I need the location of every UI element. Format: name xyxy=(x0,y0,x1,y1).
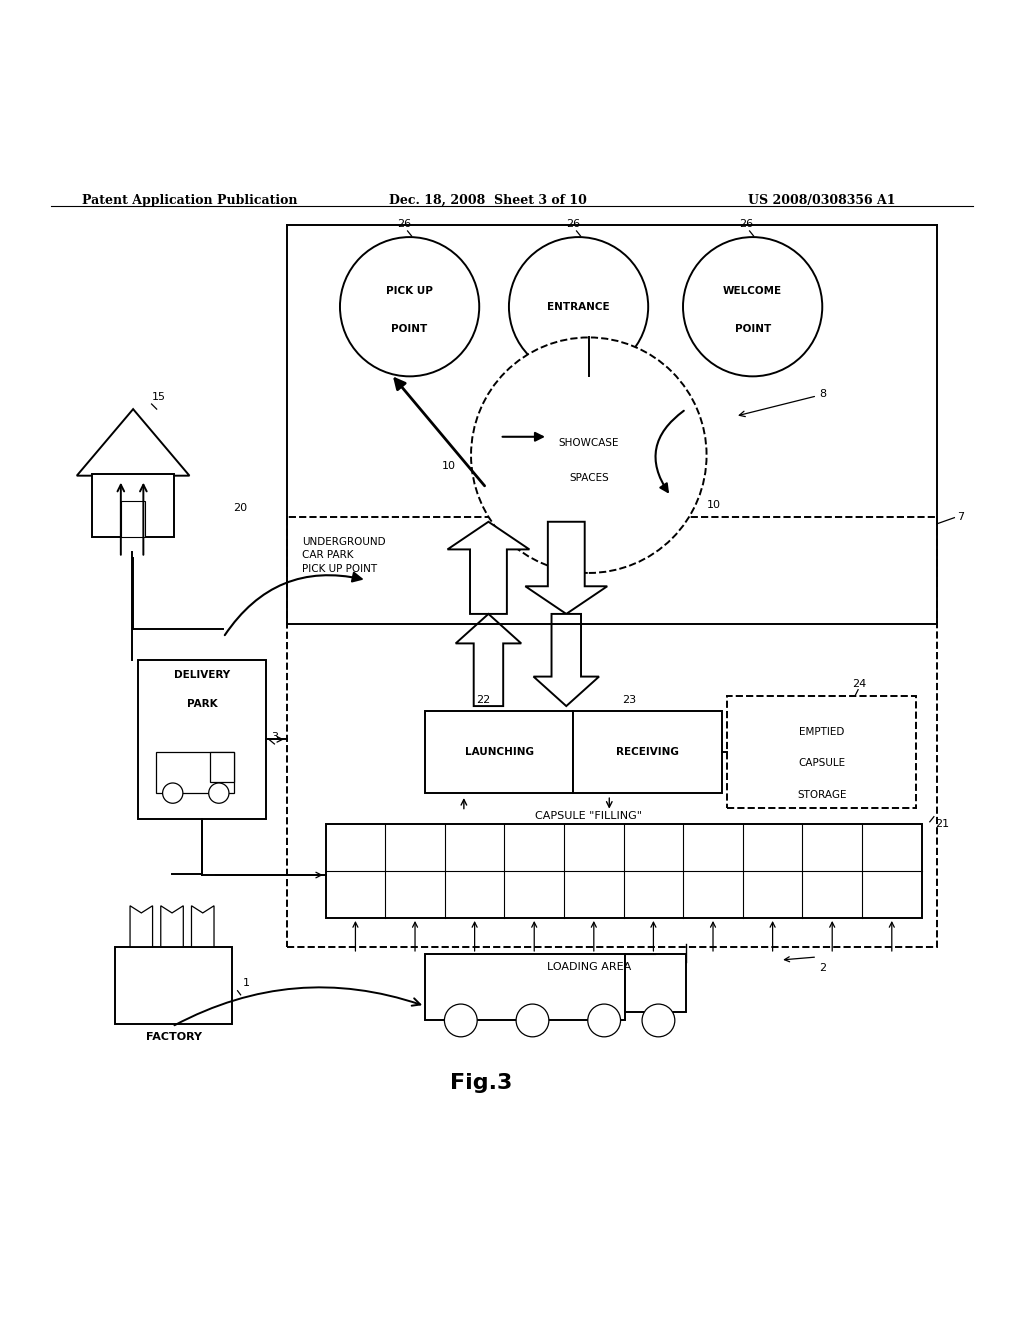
Text: 22: 22 xyxy=(476,696,490,705)
Polygon shape xyxy=(161,906,183,946)
Text: US 2008/0308356 A1: US 2008/0308356 A1 xyxy=(748,194,895,207)
Text: 8: 8 xyxy=(819,389,826,399)
Bar xyxy=(157,751,234,793)
Bar xyxy=(727,696,916,808)
Bar xyxy=(573,711,722,793)
Text: RECEIVING: RECEIVING xyxy=(616,747,679,758)
Circle shape xyxy=(340,238,479,376)
Circle shape xyxy=(163,783,183,804)
Text: 3: 3 xyxy=(271,731,279,742)
Bar xyxy=(287,516,937,946)
Text: 10: 10 xyxy=(707,500,721,511)
Text: Dec. 18, 2008  Sheet 3 of 10: Dec. 18, 2008 Sheet 3 of 10 xyxy=(389,194,587,207)
Text: STORAGE: STORAGE xyxy=(797,789,847,800)
Text: 10: 10 xyxy=(441,462,456,471)
Text: POINT: POINT xyxy=(734,325,771,334)
Text: EMPTIED: EMPTIED xyxy=(799,727,845,737)
Bar xyxy=(121,502,145,537)
Polygon shape xyxy=(534,614,599,706)
Text: LOADING AREA: LOADING AREA xyxy=(547,962,631,972)
Circle shape xyxy=(642,1005,675,1036)
Circle shape xyxy=(509,238,648,376)
Circle shape xyxy=(683,238,822,376)
Text: POINT: POINT xyxy=(391,325,428,334)
Text: 26: 26 xyxy=(739,219,754,228)
Polygon shape xyxy=(456,614,521,706)
Text: 24: 24 xyxy=(852,678,866,689)
Text: 23: 23 xyxy=(622,696,636,705)
Polygon shape xyxy=(130,906,153,946)
Text: 20: 20 xyxy=(233,503,248,513)
Circle shape xyxy=(209,783,229,804)
Text: 26: 26 xyxy=(566,219,581,228)
Text: FACTORY: FACTORY xyxy=(146,1032,202,1041)
Text: DELIVERY: DELIVERY xyxy=(174,671,230,680)
Text: 15: 15 xyxy=(152,392,166,403)
Bar xyxy=(92,474,174,537)
Text: SHOWCASE: SHOWCASE xyxy=(558,438,620,447)
Text: 2: 2 xyxy=(819,964,826,973)
Text: CAPSULE "FILLING": CAPSULE "FILLING" xyxy=(536,810,642,821)
Text: Fig.3: Fig.3 xyxy=(451,1073,512,1093)
Text: UNDERGROUND
CAR PARK
PICK UP POINT: UNDERGROUND CAR PARK PICK UP POINT xyxy=(302,537,386,573)
Circle shape xyxy=(444,1005,477,1036)
Bar xyxy=(138,660,266,818)
Text: ENTRANCE: ENTRANCE xyxy=(547,302,610,312)
Text: SPACES: SPACES xyxy=(569,473,608,483)
Circle shape xyxy=(471,338,707,573)
Polygon shape xyxy=(77,409,189,475)
Text: 7: 7 xyxy=(957,512,965,521)
Text: WELCOME: WELCOME xyxy=(723,286,782,297)
Bar xyxy=(326,824,922,917)
Circle shape xyxy=(516,1005,549,1036)
Bar xyxy=(625,954,686,1012)
Circle shape xyxy=(588,1005,621,1036)
Text: PARK: PARK xyxy=(187,698,217,709)
Polygon shape xyxy=(525,521,607,614)
Text: Patent Application Publication: Patent Application Publication xyxy=(82,194,297,207)
Polygon shape xyxy=(447,521,529,614)
Bar xyxy=(425,954,625,1020)
Bar xyxy=(425,711,573,793)
Text: 1: 1 xyxy=(243,978,250,987)
Text: PICK UP: PICK UP xyxy=(386,286,433,297)
Text: 21: 21 xyxy=(935,818,949,829)
Text: 26: 26 xyxy=(397,219,412,228)
Polygon shape xyxy=(191,906,214,946)
Text: LAUNCHING: LAUNCHING xyxy=(465,747,534,758)
Bar xyxy=(210,751,234,781)
Text: CAPSULE: CAPSULE xyxy=(798,759,846,768)
Bar xyxy=(115,946,232,1023)
